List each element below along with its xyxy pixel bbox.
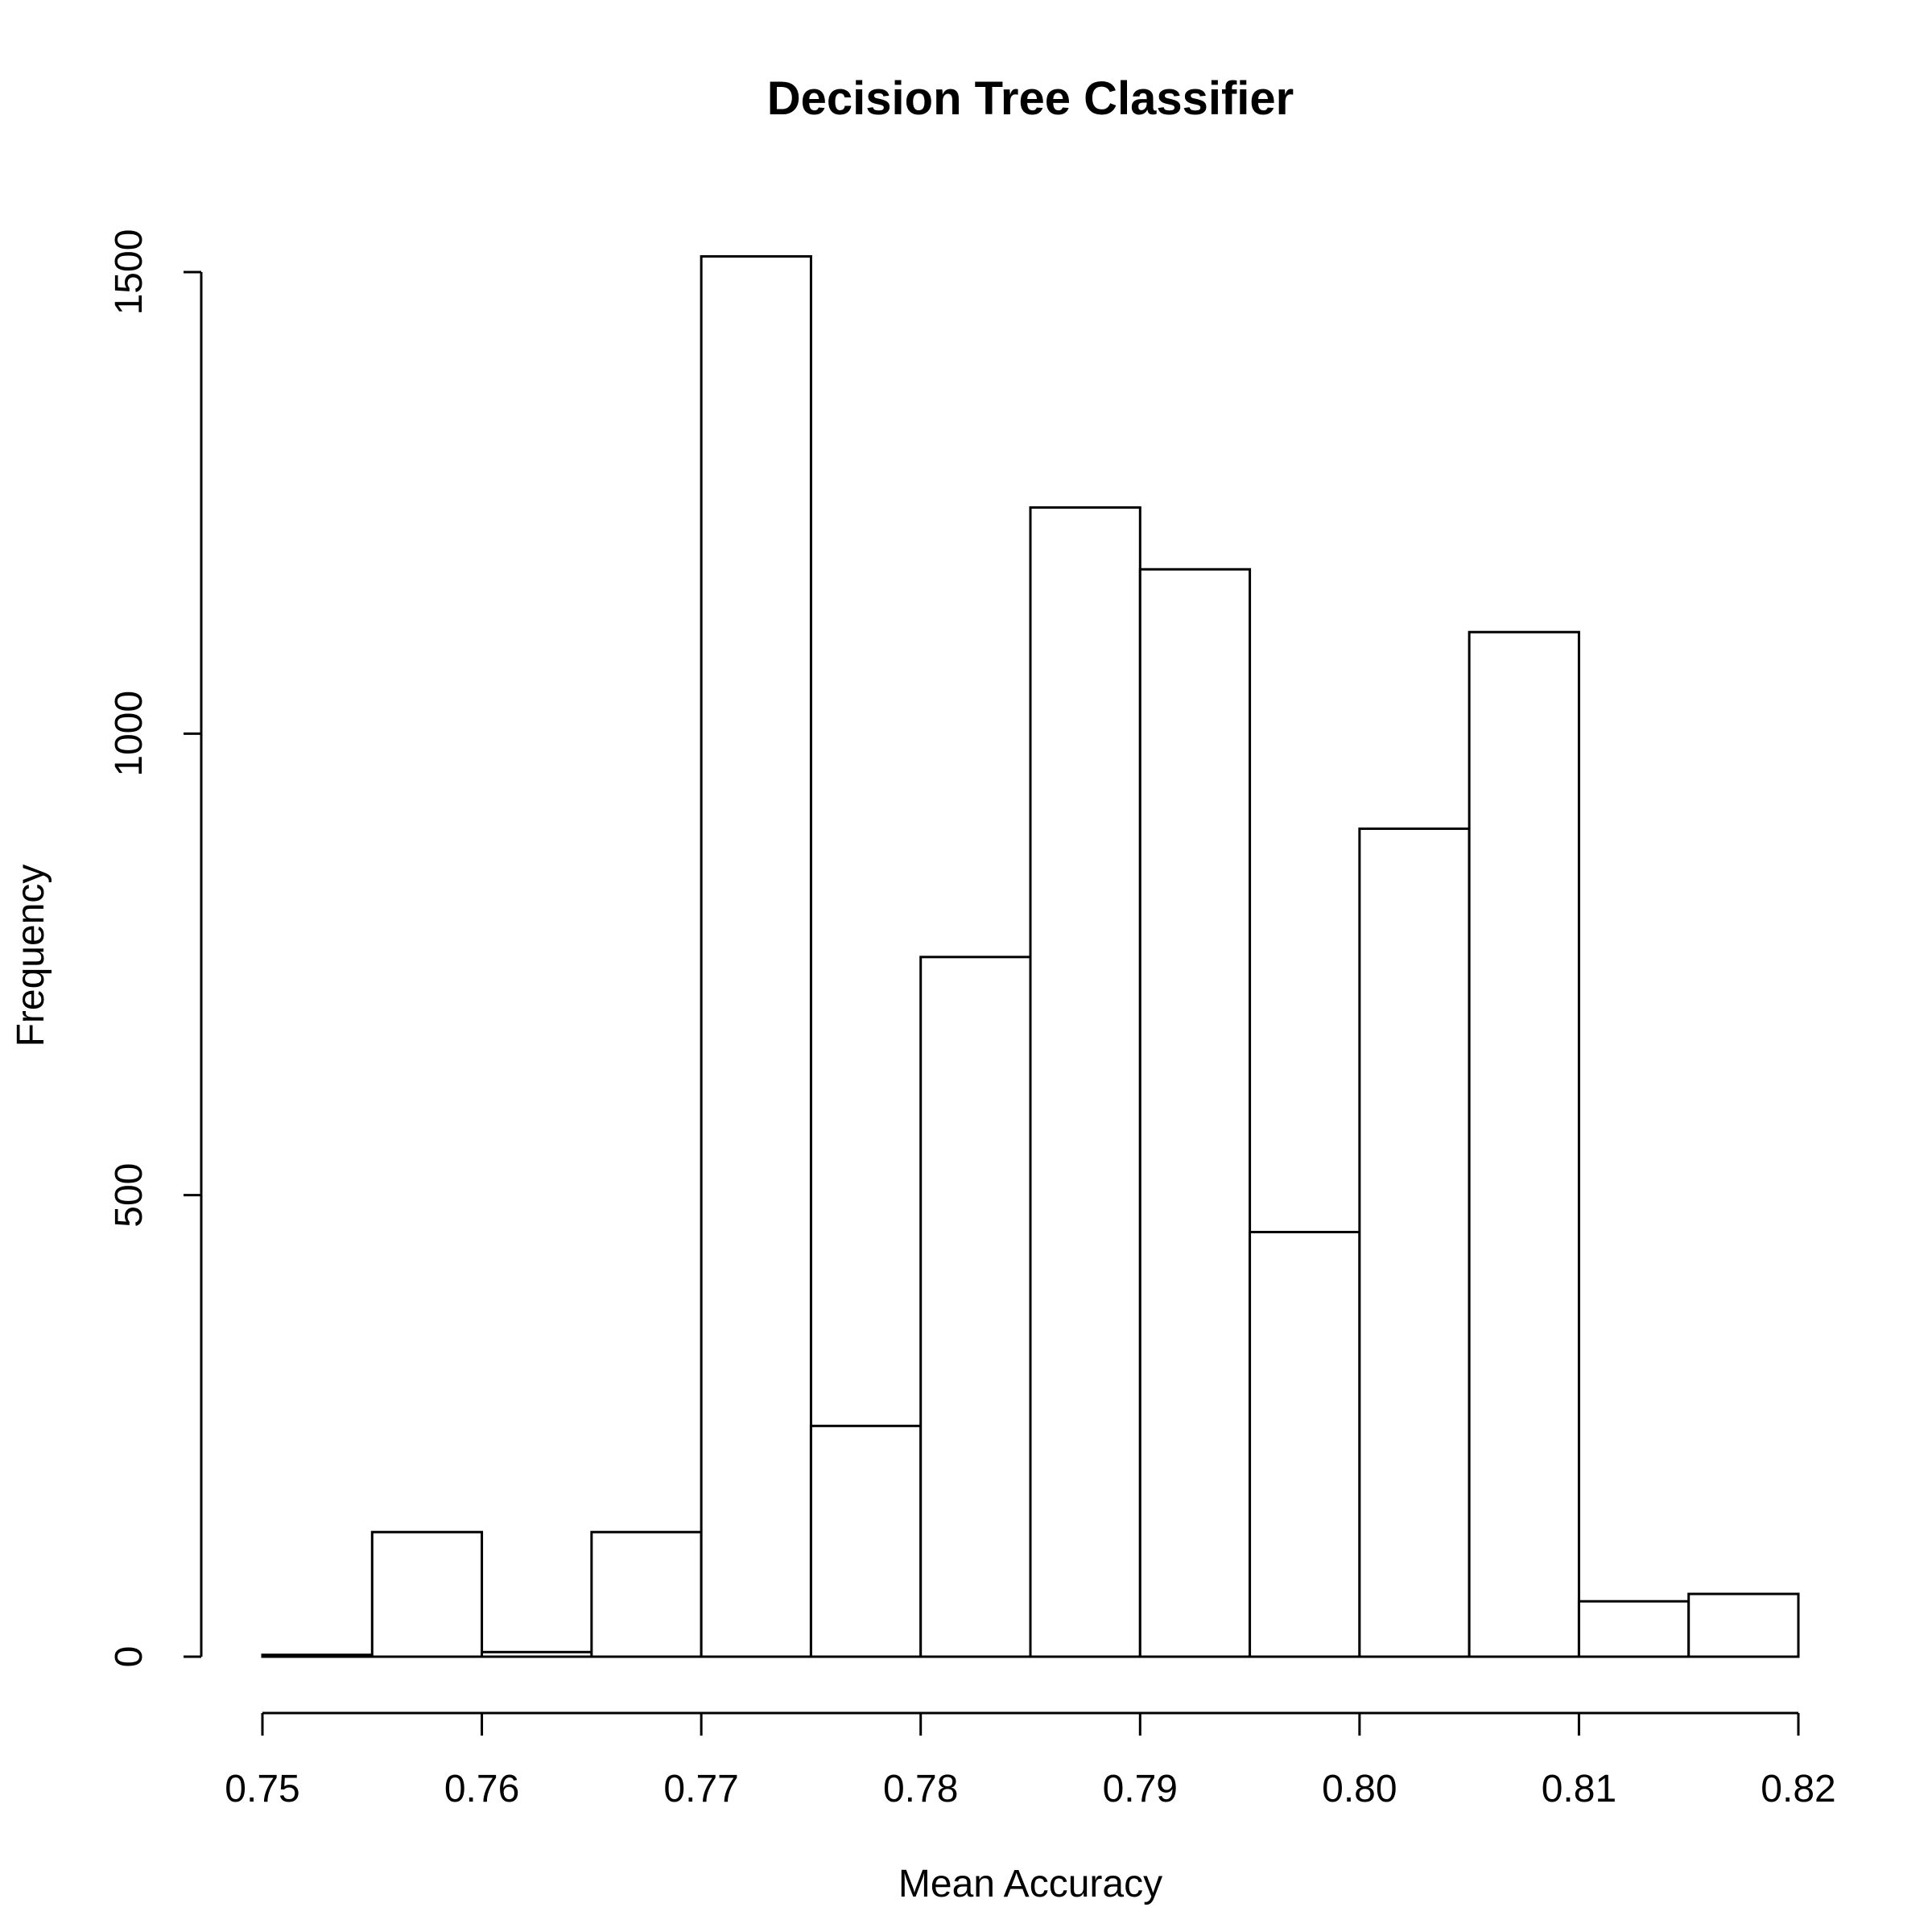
histogram-bar [261, 1653, 374, 1658]
x-tick-label: 0.81 [1542, 1768, 1616, 1810]
x-tick-label: 0.79 [1103, 1768, 1178, 1810]
histogram-bar [919, 956, 1032, 1658]
histogram-bar [590, 1530, 703, 1658]
histogram-bar [1577, 1600, 1690, 1658]
histogram-bar [1138, 568, 1252, 1658]
x-axis-label: Mean Accuracy [898, 1863, 1162, 1905]
x-tick-label: 0.76 [444, 1768, 519, 1810]
histogram-bar [700, 255, 812, 1658]
chart-title: Decision Tree Classifier [767, 72, 1294, 125]
x-tick-label: 0.75 [225, 1768, 299, 1810]
y-axis: 0 500 1000 1500 [108, 229, 203, 1668]
bars-group [261, 255, 1800, 1658]
x-tick-label: 0.78 [883, 1768, 958, 1810]
y-tick-label: 0 [108, 1646, 151, 1668]
x-tick-label: 0.80 [1322, 1768, 1397, 1810]
histogram-bar [809, 1424, 923, 1658]
histogram-bar [1249, 1231, 1361, 1658]
y-axis-label: Frequency [10, 865, 52, 1047]
y-tick-label: 500 [108, 1163, 151, 1228]
y-tick-label: 1000 [108, 691, 151, 777]
histogram-bar [370, 1530, 484, 1658]
x-axis: 0.75 0.76 0.77 0.78 0.79 0.80 0.81 0.82 [225, 1711, 1836, 1810]
histogram-bar [481, 1650, 593, 1658]
histogram-bar [1687, 1592, 1800, 1658]
histogram-bar [1029, 506, 1141, 1658]
histogram-bar [1468, 630, 1580, 1658]
x-tick-label: 0.82 [1761, 1768, 1835, 1810]
histogram-bar [1358, 827, 1471, 1658]
x-tick-label: 0.77 [663, 1768, 738, 1810]
y-tick-label: 1500 [108, 229, 151, 316]
